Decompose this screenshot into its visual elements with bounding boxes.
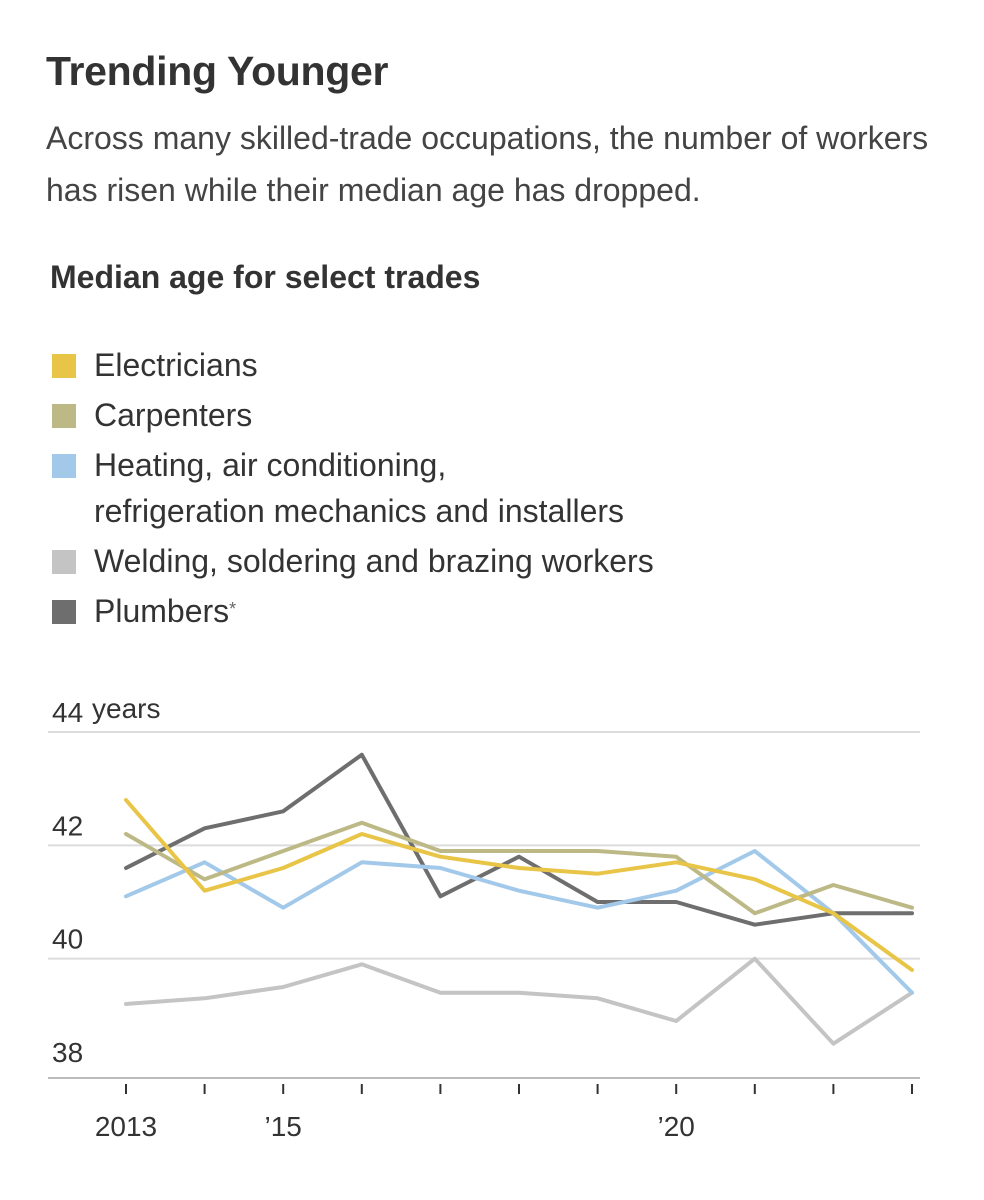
legend-swatch-electricians [52,354,76,378]
legend-label-electricians: Electricians [94,347,258,383]
series-line-electricians [124,798,914,972]
x-tick-label-2013: 2013 [95,1111,157,1142]
legend-swatch-hvac [52,454,76,478]
legend-swatch-plumbers [52,600,76,624]
line-chart: 38 40 42 44 years 2013 ’15 ’20 [48,693,920,1142]
chart-legend: Electricians Carpenters Heating, air con… [50,342,950,638]
legend-label-welding: Welding, soldering and brazing workers [94,543,654,579]
series-line-welding [124,956,914,1046]
x-tick-label-2015: ’15 [265,1111,302,1142]
legend-label-carpenters: Carpenters [94,397,253,433]
legend-item-hvac: Heating, air conditioning, refrigeration… [50,442,950,534]
legend-swatch-carpenters [52,404,76,428]
legend-item-plumbers: Plumbers* [50,588,950,634]
legend-label-plumbers: Plumbers [94,593,230,629]
y-tick-label-44: 44 [52,697,83,728]
y-tick-label-38: 38 [52,1037,83,1068]
legend-item-electricians: Electricians [50,342,950,388]
legend-swatch-welding [52,550,76,574]
y-tick-label-42: 42 [52,810,83,841]
legend-item-carpenters: Carpenters [50,392,950,438]
legend-item-welding: Welding, soldering and brazing workers [50,538,950,584]
legend-label-hvac-line1: Heating, air conditioning, [94,447,447,483]
y-axis-unit-label: years [92,693,160,724]
y-tick-label-40: 40 [52,924,83,955]
page-title: Trending Younger [46,48,389,94]
series-line-plumbers [124,752,914,927]
series-line-hvac [124,849,914,995]
legend-label-hvac-line2: refrigeration mechanics and installers [94,493,625,529]
series-line-carpenters [124,820,914,916]
legend-footnote-mark-plumbers: * [229,599,237,619]
page-subtitle: Across many skilled-trade occupations, t… [46,120,929,208]
chart-title: Median age for select trades [50,259,481,295]
x-tick-label-2020: ’20 [658,1111,695,1142]
